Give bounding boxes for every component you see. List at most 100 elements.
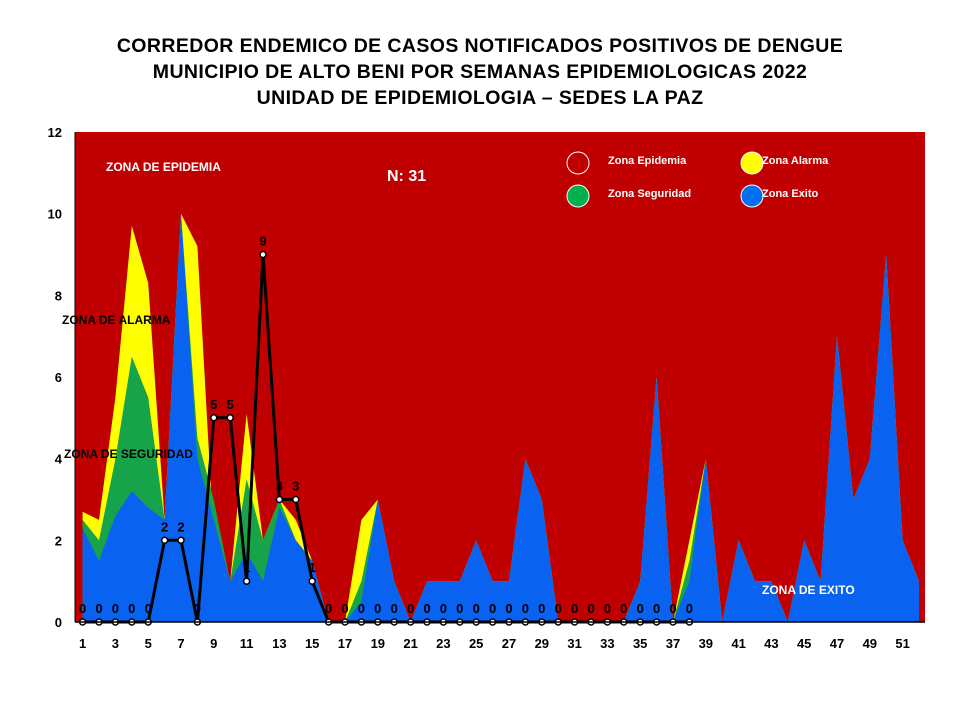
- case-data-label: 0: [653, 601, 660, 616]
- legend-item: Zona Exito: [740, 184, 819, 208]
- case-point: [259, 250, 267, 259]
- case-data-label: 0: [571, 601, 578, 616]
- x-tick-label: 39: [699, 636, 713, 651]
- case-point: [210, 414, 218, 422]
- case-data-label: 0: [112, 601, 119, 616]
- x-tick-label: 21: [403, 636, 417, 651]
- x-tick-label: 37: [666, 636, 680, 651]
- zona-exito-area: [82, 213, 920, 622]
- case-data-label: 0: [374, 601, 381, 616]
- case-data-label: 0: [391, 601, 398, 616]
- x-tick-label: 29: [535, 636, 549, 651]
- legend-marker: [740, 184, 764, 208]
- zona-exito-label: ZONA DE EXITO: [762, 583, 855, 597]
- y-tick-label: 0: [55, 615, 62, 630]
- case-point: [160, 536, 169, 545]
- zone-labels: ZONA DE EPIDEMIA N: 31 ZONA DE ALARMA ZO…: [62, 160, 855, 597]
- case-data-label: 0: [669, 601, 676, 616]
- case-data-label: 0: [145, 601, 152, 616]
- x-tick-label: 45: [797, 636, 811, 651]
- case-data-label: 0: [686, 601, 693, 616]
- case-point: [242, 577, 251, 585]
- chart-title-line-1: CORREDOR ENDEMICO DE CASOS NOTIFICADOS P…: [116, 35, 844, 57]
- y-tick-label: 10: [48, 207, 62, 222]
- case-data-label: 0: [79, 601, 86, 616]
- legend-marker: [566, 151, 590, 175]
- x-tick-label: 49: [863, 636, 877, 651]
- x-tick-label: 25: [469, 636, 483, 651]
- x-tick-label: 41: [731, 636, 745, 651]
- x-tick-label: 13: [272, 636, 286, 651]
- x-tick-label: 11: [240, 636, 254, 651]
- case-data-label: 0: [538, 601, 545, 616]
- case-data-label: 5: [210, 397, 217, 412]
- case-point: [177, 536, 185, 545]
- legend-marker: [566, 184, 590, 208]
- x-tick-label: 3: [112, 636, 119, 651]
- y-tick-label: 6: [55, 370, 62, 385]
- case-point: [308, 577, 316, 585]
- case-data-label: 0: [423, 601, 430, 616]
- legend-item: Zona Seguridad: [566, 184, 691, 208]
- case-data-label: 1: [243, 560, 250, 575]
- case-data-label: 1: [309, 560, 316, 575]
- case-data-label: 0: [587, 601, 594, 616]
- case-data-label: 0: [555, 601, 562, 616]
- case-data-label: 3: [292, 479, 299, 494]
- case-data-label: 0: [407, 601, 414, 616]
- case-data-label: 9: [259, 234, 266, 249]
- case-data-label: 0: [637, 601, 644, 616]
- y-tick-label: 4: [55, 452, 63, 467]
- n-total-label: N: 31: [387, 168, 426, 185]
- x-tick-label: 23: [436, 636, 450, 651]
- case-data-label: 0: [358, 601, 365, 616]
- case-data-label: 0: [194, 601, 201, 616]
- x-tick-label: 27: [502, 636, 516, 651]
- x-tick-label: 31: [567, 636, 581, 651]
- case-data-label: 0: [341, 601, 348, 616]
- case-data-label: 0: [456, 601, 463, 616]
- x-tick-label: 33: [600, 636, 614, 651]
- chart-title-line-3: UNIDAD DE EPIDEMIOLOGIA – SEDES LA PAZ: [256, 87, 704, 109]
- zona-seguridad-label: ZONA DE SEGURIDAD: [64, 447, 193, 461]
- y-tick-label: 12: [48, 125, 62, 140]
- case-data-label: 0: [604, 601, 611, 616]
- case-data-label: 0: [620, 601, 627, 616]
- y-tick-label: 2: [55, 533, 62, 548]
- case-data-label: 0: [505, 601, 512, 616]
- case-data-label: 0: [522, 601, 529, 616]
- case-data-label: 5: [227, 397, 234, 412]
- x-tick-label: 9: [210, 636, 217, 651]
- legend-item: Zona Alarma: [740, 151, 829, 175]
- x-tick-label: 5: [145, 636, 152, 651]
- legend-marker: [740, 151, 764, 175]
- legend-item: Zona Epidemia: [566, 151, 687, 175]
- case-point: [292, 495, 300, 504]
- x-tick-label: 15: [305, 636, 319, 651]
- case-data-label: 0: [473, 601, 480, 616]
- x-tick-label: 1: [79, 636, 86, 651]
- case-point: [226, 414, 234, 422]
- case-data-label: 0: [325, 601, 332, 616]
- zona-epidemia-label: ZONA DE EPIDEMIA: [106, 160, 221, 174]
- legend-label: Zona Exito: [762, 188, 819, 200]
- legend-label: Zona Epidemia: [608, 155, 687, 167]
- x-tick-label: 51: [895, 636, 909, 651]
- case-data-label: 2: [161, 519, 168, 534]
- x-tick-label: 43: [764, 636, 778, 651]
- case-data-label: 0: [489, 601, 496, 616]
- x-tick-label: 19: [371, 636, 385, 651]
- y-tick-label: 8: [55, 288, 62, 303]
- x-tick-label: 7: [177, 636, 184, 651]
- legend-label: Zona Alarma: [762, 155, 829, 167]
- x-tick-label: 47: [830, 636, 844, 651]
- legend-label: Zona Seguridad: [608, 188, 691, 200]
- chart-title-line-2: MUNICIPIO DE ALTO BENI POR SEMANAS EPIDE…: [152, 61, 808, 83]
- case-point: [275, 495, 284, 504]
- case-data-label: 0: [440, 601, 447, 616]
- case-data-label: 2: [177, 519, 184, 534]
- case-data-label: 0: [95, 601, 102, 616]
